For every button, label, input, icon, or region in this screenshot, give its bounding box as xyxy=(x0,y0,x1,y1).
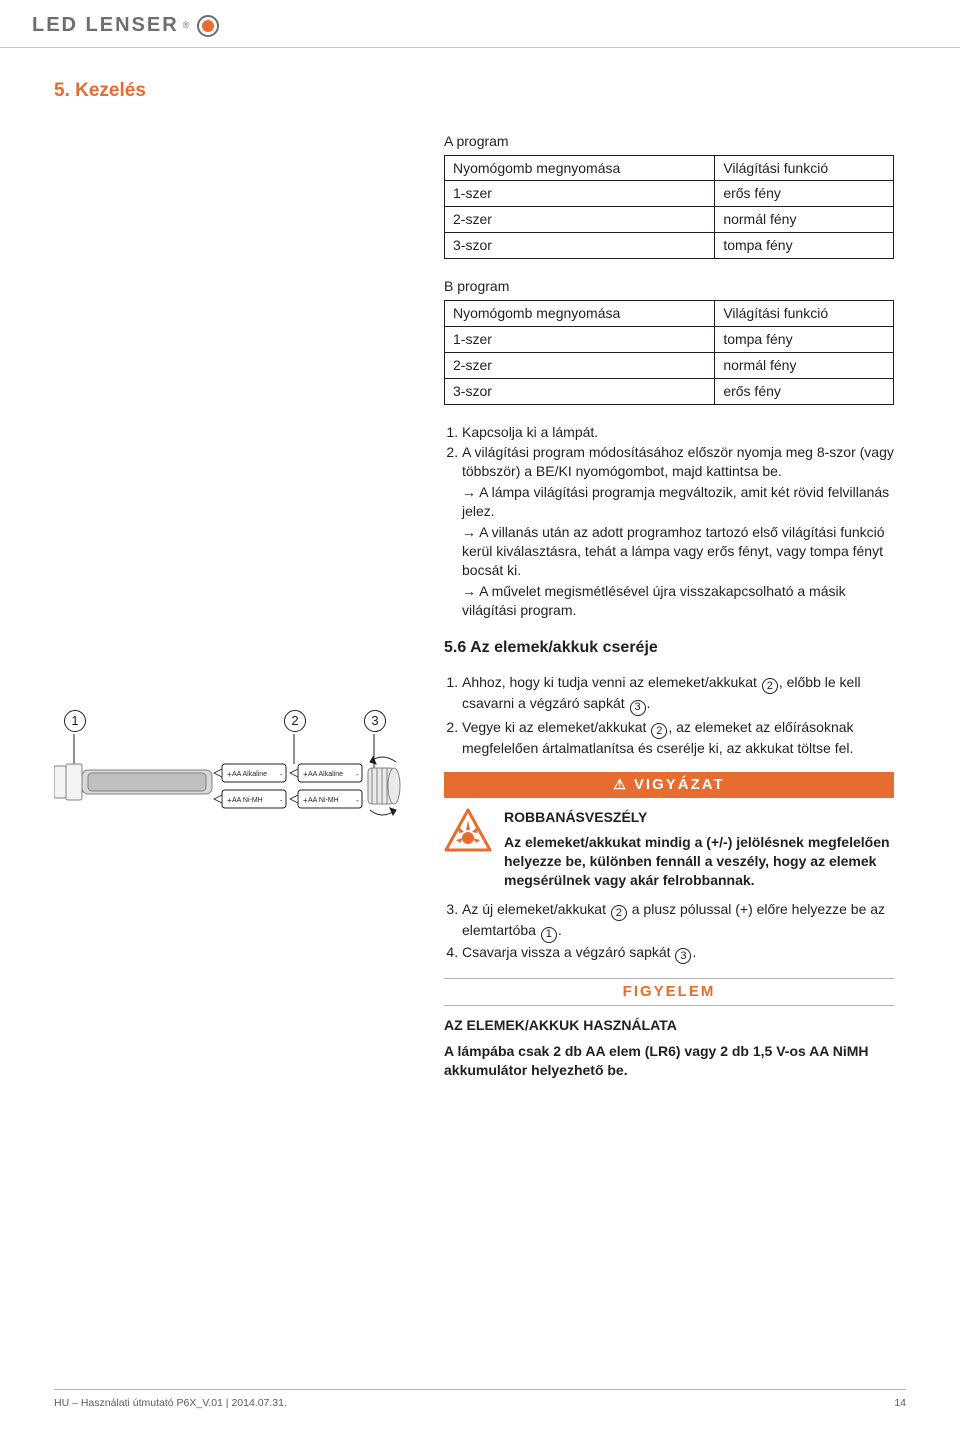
list-item: A művelet megismétlésével újra visszakap… xyxy=(462,582,894,620)
cell: 1-szer xyxy=(445,181,715,207)
list-item: Vegye ki az elemeket/akkukat 2, az eleme… xyxy=(462,718,894,758)
list-item: Csavarja vissza a végzáró sapkát 3. xyxy=(462,943,894,964)
cell: tompa fény xyxy=(715,233,894,259)
table-row: Nyomógomb megnyomása Világítási funkció xyxy=(445,155,894,181)
svg-text:-: - xyxy=(356,770,359,779)
text: Vegye ki az elemeket/akkukat xyxy=(462,719,650,735)
program-b-caption: B program xyxy=(444,277,894,296)
section-title: 5. Kezelés xyxy=(54,78,906,104)
col-header: Nyomógomb megnyomása xyxy=(445,155,715,181)
svg-text:AA Alkaline: AA Alkaline xyxy=(308,771,343,778)
cell: erős fény xyxy=(715,181,894,207)
text: Csavarja vissza a végzáró sapkát xyxy=(462,944,674,960)
callout-2-icon: 2 xyxy=(651,723,667,739)
brand-name: LED LENSER xyxy=(32,12,179,39)
callout-2-icon: 2 xyxy=(762,678,778,694)
table-row: 2-szer normál fény xyxy=(445,207,894,233)
callout-2-icon: 2 xyxy=(611,905,627,921)
list-item: Kapcsolja ki a lámpát. xyxy=(462,423,894,442)
callout-2-icon: 2 xyxy=(284,710,306,732)
text: Ahhoz, hogy ki tudja venni az elemeket/a… xyxy=(462,674,761,690)
program-b-table: Nyomógomb megnyomása Világítási funkció … xyxy=(444,300,894,405)
callout-1-icon: 1 xyxy=(541,927,557,943)
list-item: Ahhoz, hogy ki tudja venni az elemeket/a… xyxy=(462,673,894,716)
result-list: A lámpa világítási programja megváltozik… xyxy=(444,483,894,619)
svg-text:AA Alkaline: AA Alkaline xyxy=(232,771,267,778)
callout-3-icon: 3 xyxy=(675,948,691,964)
text: . xyxy=(558,922,562,938)
explosion-icon xyxy=(444,808,492,890)
program-a-caption: A program xyxy=(444,132,894,151)
caution-box: ⚠ VIGYÁZAT xyxy=(444,772,894,890)
warning-triangle-icon: ⚠ xyxy=(613,775,628,794)
caution-title-bar: ⚠ VIGYÁZAT xyxy=(444,772,894,798)
col-header: Világítási funkció xyxy=(715,300,894,326)
callout-1-icon: 1 xyxy=(64,710,86,732)
notice-body: A lámpába csak 2 db AA elem (LR6) vagy 2… xyxy=(444,1042,894,1080)
svg-text:-: - xyxy=(280,796,283,805)
callout-3-icon: 3 xyxy=(630,700,646,716)
instruction-list: Kapcsolja ki a lámpát. A világítási prog… xyxy=(444,423,894,482)
text: Az új elemeket/akkukat xyxy=(462,901,610,917)
caution-label: VIGYÁZAT xyxy=(634,776,725,793)
svg-text:-: - xyxy=(280,770,283,779)
cell: erős fény xyxy=(715,378,894,404)
page-footer: HU – Használati útmutató P6X_V.01 | 2014… xyxy=(54,1389,906,1410)
svg-text:-: - xyxy=(356,796,359,805)
table-row: 3-szor tompa fény xyxy=(445,233,894,259)
cell: 2-szer xyxy=(445,207,715,233)
table-row: 1-szer erős fény xyxy=(445,181,894,207)
cell: normál fény xyxy=(715,352,894,378)
col-header: Világítási funkció xyxy=(715,155,894,181)
list-item: A villanás után az adott programhoz tart… xyxy=(462,523,894,580)
list-item: A világítási program módosításához elősz… xyxy=(462,443,894,481)
battery-replacement-illustration: 1 2 3 + AA Alkaline - + AA Alkaline - xyxy=(54,710,424,910)
table-row: 1-szer tompa fény xyxy=(445,326,894,352)
footer-left: HU – Használati útmutató P6X_V.01 | 2014… xyxy=(54,1396,287,1410)
notice-heading: AZ ELEMEK/AKKUK HASZNÁLATA xyxy=(444,1016,894,1035)
cell: 2-szer xyxy=(445,352,715,378)
text: . xyxy=(692,944,696,960)
cell: 3-szor xyxy=(445,233,715,259)
table-row: Nyomógomb megnyomása Világítási funkció xyxy=(445,300,894,326)
svg-text:AA Ni-MH: AA Ni-MH xyxy=(232,797,263,804)
subsection-title: 5.6 Az elemek/akkuk cseréje xyxy=(444,637,894,659)
text: . xyxy=(647,695,651,711)
cell: 3-szor xyxy=(445,378,715,404)
callout-3-icon: 3 xyxy=(364,710,386,732)
notice-box: FIGYELEM AZ ELEMEK/AKKUK HASZNÁLATA A lá… xyxy=(444,978,894,1080)
list-item: A lámpa világítási programja megváltozik… xyxy=(462,483,894,521)
cell: normál fény xyxy=(715,207,894,233)
registered-mark: ® xyxy=(183,19,190,31)
brand-logo: LED LENSER ® xyxy=(0,0,960,45)
replace-steps-continued: Az új elemeket/akkukat 2 a plusz pólussa… xyxy=(444,900,894,964)
caution-body: Az elemeket/akkukat mindig a (+/-) jelöl… xyxy=(504,833,894,890)
footer-page-number: 14 xyxy=(894,1396,906,1410)
replace-steps: Ahhoz, hogy ki tudja venni az elemeket/a… xyxy=(444,673,894,758)
table-row: 2-szer normál fény xyxy=(445,352,894,378)
cell: tompa fény xyxy=(715,326,894,352)
program-a-table: Nyomógomb megnyomása Világítási funkció … xyxy=(444,155,894,260)
svg-text:AA Ni-MH: AA Ni-MH xyxy=(308,797,339,804)
list-item: Az új elemeket/akkukat 2 a plusz pólussa… xyxy=(462,900,894,943)
brand-dot-icon xyxy=(197,15,219,37)
caution-heading: ROBBANÁSVESZÉLY xyxy=(504,808,894,827)
col-header: Nyomógomb megnyomása xyxy=(445,300,715,326)
notice-label: FIGYELEM xyxy=(444,978,894,1005)
cell: 1-szer xyxy=(445,326,715,352)
table-row: 3-szor erős fény xyxy=(445,378,894,404)
